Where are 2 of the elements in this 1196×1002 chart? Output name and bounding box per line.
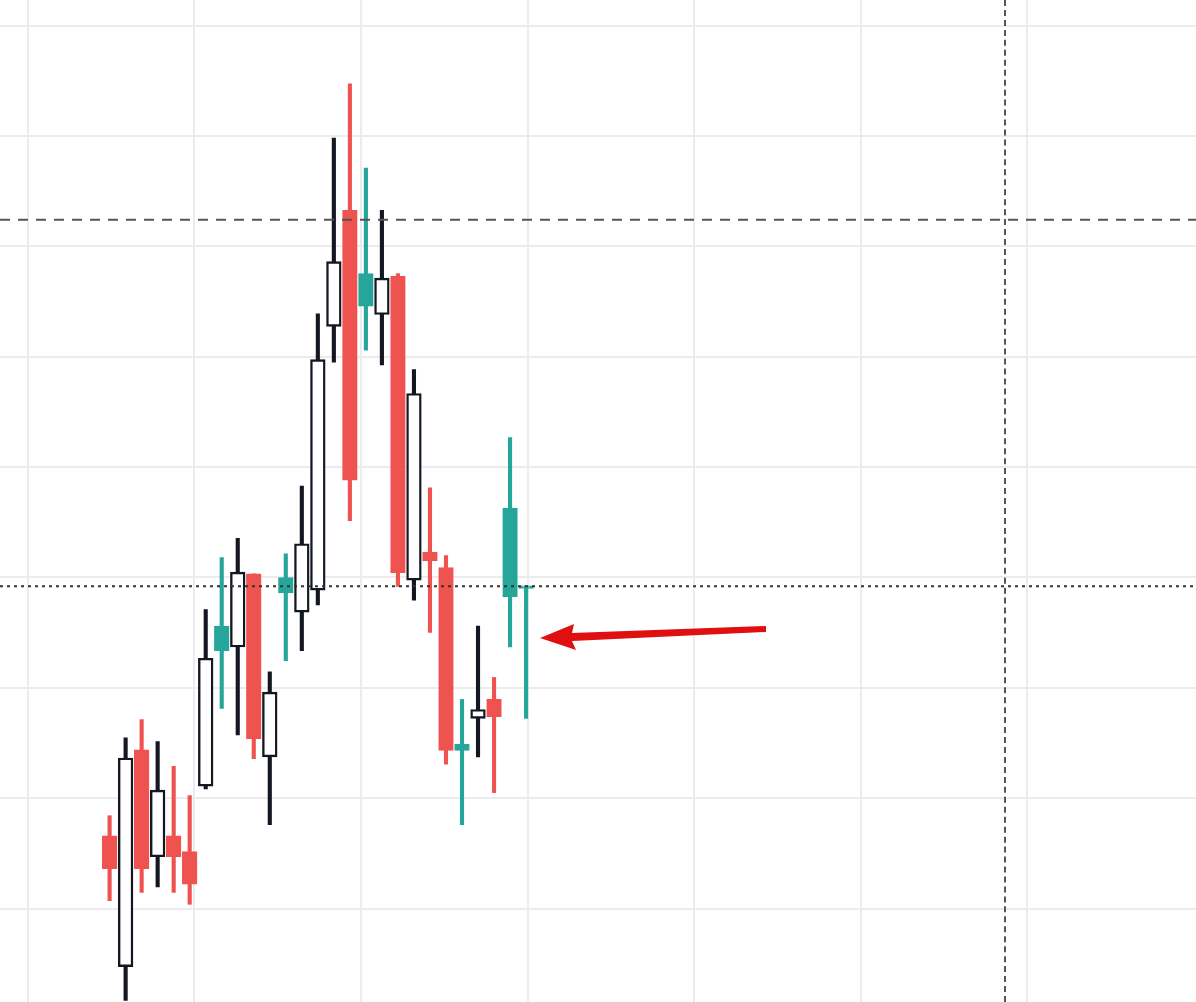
candlestick bbox=[454, 699, 470, 825]
candlestick bbox=[422, 487, 438, 633]
